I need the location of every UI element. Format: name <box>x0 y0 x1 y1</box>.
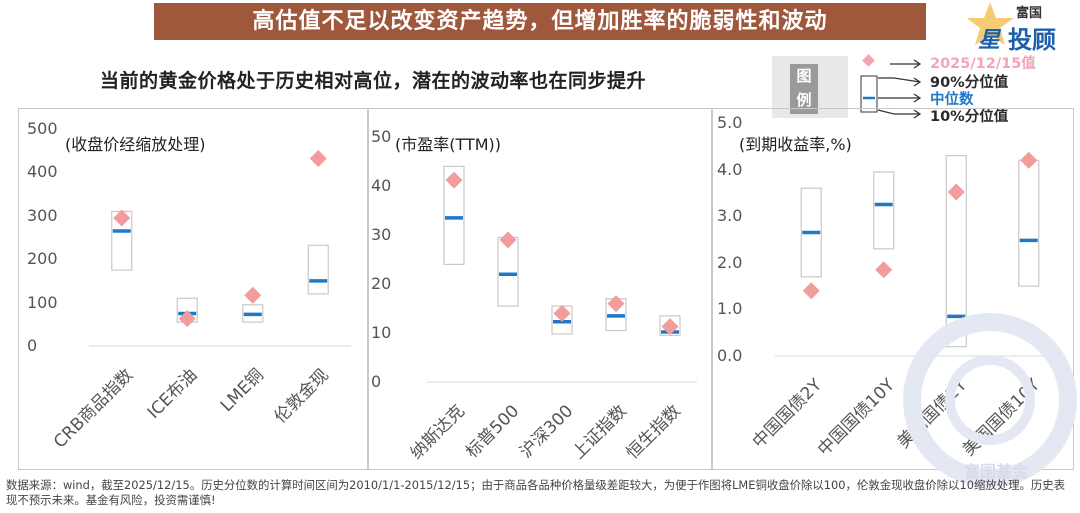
current-value-marker <box>947 183 965 201</box>
current-value-marker <box>553 304 571 322</box>
chart-title: (到期收益率,%) <box>739 135 852 154</box>
current-value-marker <box>875 261 893 279</box>
y-tick-label: 10 <box>371 323 392 342</box>
y-tick-label: 1.0 <box>717 299 743 319</box>
percentile-range-box <box>307 244 329 295</box>
logo-big-text: 投顾 <box>1008 26 1056 54</box>
legend-arrows <box>877 59 922 119</box>
current-value-marker <box>802 282 820 300</box>
current-value-marker <box>661 318 679 336</box>
chart-legend: 图 例 2025/12/15值 90%分位值 中位数 10%分位值 <box>772 54 1072 125</box>
current-value-marker <box>607 295 625 313</box>
current-value-marker <box>445 171 463 189</box>
chart-plot <box>89 150 351 347</box>
y-tick-label: 30 <box>371 225 392 244</box>
legend-p10-label: 10%分位值 <box>930 109 1009 125</box>
data-source-note: 数据来源：wind，截至2025/12/15。历史分位数的计算时间区间为2010… <box>6 478 1066 507</box>
percentile-range-box <box>873 171 895 250</box>
y-tick-label: 2.0 <box>717 252 743 272</box>
y-tick-label: 200 <box>27 249 58 269</box>
brand-logo: 富国 星 投顾 <box>968 0 1076 58</box>
legend-diamond-icon <box>862 54 875 67</box>
legend-title: 图 例 <box>790 64 818 114</box>
current-value-marker <box>499 231 517 249</box>
percentile-range-box <box>443 165 465 266</box>
logo-small-text: 富国 <box>1016 6 1043 21</box>
y-tick-label: 100 <box>27 292 58 312</box>
y-tick-label: 0 <box>27 336 38 355</box>
y-tick-label: 4.0 <box>717 159 743 179</box>
current-value-marker <box>309 150 327 167</box>
watermark-text: 富国基金 <box>964 462 1029 481</box>
chart-title: (收盘价经缩放处理) <box>65 135 206 154</box>
y-tick-label: 400 <box>27 162 58 182</box>
y-tick-label: 5.0 <box>717 113 743 132</box>
y-tick-label: 0.0 <box>717 346 743 365</box>
y-tick-label: 500 <box>27 119 58 138</box>
legend-box: 图 例 <box>772 56 848 118</box>
y-tick-label: 0 <box>371 372 382 391</box>
chart-plot <box>427 165 697 383</box>
legend-median-label: 中位数 <box>930 92 974 108</box>
chart-plot <box>775 151 1065 357</box>
page-subtitle: 当前的黄金价格处于历史相对高位，潜在的波动率也在同步提升 <box>100 70 647 92</box>
legend-range-icon <box>860 75 878 113</box>
commodity-panel: (收盘价经缩放处理) 0 100 200 300 400 500 CRB商品指数 ICE布油 LM… <box>18 108 368 470</box>
legend-title-1: 图 <box>796 67 812 85</box>
legend-current-label: 2025/12/15值 <box>930 56 1036 72</box>
current-value-marker <box>178 310 196 328</box>
legend-p90-label: 90%分位值 <box>930 75 1009 91</box>
logo-star-char: 星 <box>978 28 1001 53</box>
legend-graphics <box>860 54 922 119</box>
y-tick-label: 20 <box>371 274 392 293</box>
bond-yield-panel: (到期收益率,%) 0.0 1.0 2.0 3.0 4.0 5.0 中国国债2Y 中国国债10Y… <box>712 108 1074 470</box>
y-tick-label: 50 <box>371 127 392 146</box>
headline-banner: 高估值不足以改变资产趋势，但增加胜率的脆弱性和波动 <box>154 3 926 40</box>
y-tick-label: 300 <box>27 205 58 225</box>
current-value-marker <box>113 209 131 227</box>
y-tick-label: 40 <box>371 176 392 195</box>
percentile-range-box <box>1018 159 1040 287</box>
current-value-marker <box>244 286 262 304</box>
equity-pe-panel: (市盈率(TTM)) 0 10 20 30 40 50 纳斯达克 标普500 沪深300 上证指数恒… <box>368 108 712 470</box>
star-logo-icon <box>968 2 1014 45</box>
y-tick-label: 3.0 <box>717 206 743 226</box>
chart-title: (市盈率(TTM)) <box>395 135 502 154</box>
legend-title-2: 例 <box>796 91 812 109</box>
